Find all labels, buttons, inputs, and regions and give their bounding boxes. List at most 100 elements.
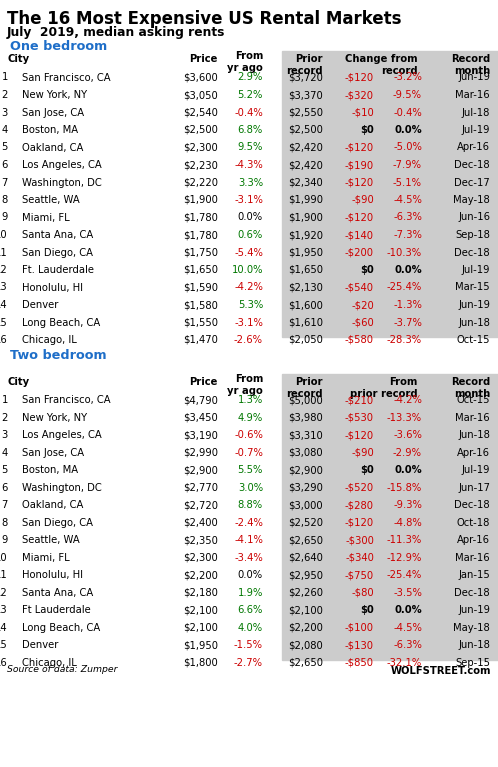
Text: Mar-15: Mar-15 — [455, 282, 490, 292]
Text: -2.7%: -2.7% — [234, 658, 263, 668]
Text: $3,000: $3,000 — [288, 500, 323, 510]
Text: -3.4%: -3.4% — [234, 553, 263, 563]
Text: -25.4%: -25.4% — [387, 282, 422, 292]
Text: -2.6%: -2.6% — [234, 335, 263, 345]
Text: -7.3%: -7.3% — [393, 230, 422, 240]
Text: Record
month: Record month — [451, 377, 490, 399]
Text: $2,400: $2,400 — [183, 518, 218, 528]
Text: $2,640: $2,640 — [288, 553, 323, 563]
Text: Denver: Denver — [22, 300, 58, 310]
Text: Dec-18: Dec-18 — [454, 160, 490, 170]
Text: May-18: May-18 — [453, 623, 490, 633]
Text: -5.0%: -5.0% — [393, 143, 422, 153]
Text: Dec-18: Dec-18 — [454, 248, 490, 258]
Text: Jun-16: Jun-16 — [458, 212, 490, 222]
Text: 4.0%: 4.0% — [238, 623, 263, 633]
Text: -$20: -$20 — [351, 300, 374, 310]
Text: 8: 8 — [2, 195, 8, 205]
Text: Jun-19: Jun-19 — [458, 73, 490, 83]
Text: -$10: -$10 — [351, 107, 374, 117]
Text: $1,650: $1,650 — [288, 265, 323, 275]
Text: Honolulu, HI: Honolulu, HI — [22, 282, 83, 292]
Text: 10: 10 — [0, 230, 8, 240]
Text: -13.3%: -13.3% — [387, 413, 422, 423]
Text: 5.2%: 5.2% — [238, 90, 263, 100]
Text: Jun-18: Jun-18 — [458, 430, 490, 440]
Text: Mar-16: Mar-16 — [455, 553, 490, 563]
Text: -9.3%: -9.3% — [393, 500, 422, 510]
Text: -3.2%: -3.2% — [393, 73, 422, 83]
Text: Source of data: Zumper: Source of data: Zumper — [7, 666, 118, 674]
Text: $3,310: $3,310 — [288, 430, 323, 440]
Text: $1,750: $1,750 — [183, 248, 218, 258]
Text: -3.6%: -3.6% — [393, 430, 422, 440]
Text: -0.4%: -0.4% — [393, 107, 422, 117]
Text: July  2019, median asking rents: July 2019, median asking rents — [7, 26, 226, 39]
Text: -$520: -$520 — [345, 482, 374, 492]
Text: 14: 14 — [0, 623, 8, 633]
Text: Jan-15: Jan-15 — [458, 570, 490, 581]
Text: Jun-19: Jun-19 — [458, 605, 490, 615]
Text: $1,590: $1,590 — [183, 282, 218, 292]
Text: San Diego, CA: San Diego, CA — [22, 518, 93, 528]
Bar — [282, 374, 498, 660]
Text: -32.1%: -32.1% — [387, 658, 422, 668]
Text: Prior
record: Prior record — [286, 377, 323, 399]
Text: $1,650: $1,650 — [183, 265, 218, 275]
Text: San Diego, CA: San Diego, CA — [22, 248, 93, 258]
Text: Apr-16: Apr-16 — [457, 448, 490, 458]
Text: -2.4%: -2.4% — [234, 518, 263, 528]
Text: -4.2%: -4.2% — [393, 395, 422, 405]
Text: 5: 5 — [1, 466, 8, 476]
Text: $3,450: $3,450 — [183, 413, 218, 423]
Text: Washington, DC: Washington, DC — [22, 482, 102, 492]
Text: $3,050: $3,050 — [183, 90, 218, 100]
Text: -4.1%: -4.1% — [234, 535, 263, 545]
Text: $1,800: $1,800 — [183, 658, 218, 668]
Text: Jul-19: Jul-19 — [462, 265, 490, 275]
Text: From
prior record: From prior record — [351, 377, 418, 399]
Text: Oct-18: Oct-18 — [457, 518, 490, 528]
Text: Ft. Lauderdale: Ft. Lauderdale — [22, 265, 94, 275]
Text: $1,900: $1,900 — [183, 195, 218, 205]
Text: Chicago, IL: Chicago, IL — [22, 658, 77, 668]
Text: Boston, MA: Boston, MA — [22, 125, 78, 135]
Text: Seattle, WA: Seattle, WA — [22, 535, 80, 545]
Text: $2,950: $2,950 — [288, 570, 323, 581]
Text: $2,100: $2,100 — [183, 623, 218, 633]
Text: 3: 3 — [2, 430, 8, 440]
Text: 5.5%: 5.5% — [238, 466, 263, 476]
Text: -10.3%: -10.3% — [387, 248, 422, 258]
Text: 12: 12 — [0, 588, 8, 597]
Text: Santa Ana, CA: Santa Ana, CA — [22, 230, 93, 240]
Text: WOLFSTREET.com: WOLFSTREET.com — [390, 666, 491, 676]
Text: -$300: -$300 — [345, 535, 374, 545]
Text: Change from
record: Change from record — [346, 54, 418, 76]
Text: 6.8%: 6.8% — [238, 125, 263, 135]
Text: From
yr ago: From yr ago — [227, 374, 263, 396]
Text: 7: 7 — [1, 500, 8, 510]
Text: -6.3%: -6.3% — [393, 212, 422, 222]
Text: Jun-18: Jun-18 — [458, 318, 490, 328]
Text: -3.7%: -3.7% — [393, 318, 422, 328]
Text: Oct-15: Oct-15 — [457, 335, 490, 345]
Text: 3.0%: 3.0% — [238, 482, 263, 492]
Text: $5,000: $5,000 — [288, 395, 323, 405]
Text: 10: 10 — [0, 553, 8, 563]
Text: -$750: -$750 — [345, 570, 374, 581]
Text: -$340: -$340 — [345, 553, 374, 563]
Text: $2,350: $2,350 — [183, 535, 218, 545]
Text: 0.6%: 0.6% — [238, 230, 263, 240]
Text: -1.5%: -1.5% — [234, 640, 263, 650]
Text: $2,130: $2,130 — [288, 282, 323, 292]
Text: 13: 13 — [0, 605, 8, 615]
Text: $3,600: $3,600 — [183, 73, 218, 83]
Text: 14: 14 — [0, 300, 8, 310]
Text: -$210: -$210 — [345, 395, 374, 405]
Text: San Francisco, CA: San Francisco, CA — [22, 395, 111, 405]
Text: 13: 13 — [0, 282, 8, 292]
Text: 1: 1 — [1, 395, 8, 405]
Text: Jun-18: Jun-18 — [458, 640, 490, 650]
Text: -7.9%: -7.9% — [393, 160, 422, 170]
Text: -$190: -$190 — [345, 160, 374, 170]
